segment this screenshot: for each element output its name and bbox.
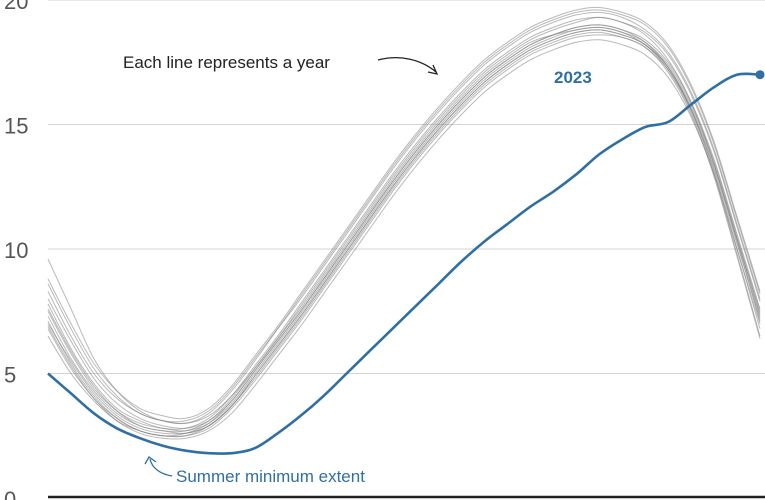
year-line-12 — [47, 6, 761, 420]
summer-minimum-arrowhead — [144, 456, 157, 465]
year-line-11 — [47, 34, 761, 438]
summer-minimum-arrow — [149, 458, 173, 477]
year-line-13 — [47, 24, 761, 437]
y-tick-label-10: 10 — [4, 238, 28, 263]
line-2023-endpoint — [755, 70, 765, 80]
y-tick-label-20: 20 — [4, 0, 28, 14]
year-line-14 — [47, 29, 761, 434]
y-axis-tick-labels: 0 5 10 15 20 — [4, 0, 28, 500]
each-line-arrowhead — [427, 64, 439, 75]
each-line-annotation: Each line represents a year — [123, 53, 330, 72]
y-tick-label-15: 15 — [4, 114, 28, 139]
summer-minimum-annotation: Summer minimum extent — [176, 467, 365, 486]
year-line-7 — [47, 26, 761, 433]
y-tick-label-5: 5 — [4, 363, 16, 388]
year-line-8 — [47, 11, 761, 423]
year-line-6 — [47, 24, 761, 429]
year-line-1 — [47, 26, 761, 432]
annotations: Each line represents a year 2023 Summer … — [123, 53, 592, 486]
gridlines — [48, 0, 765, 374]
year-line-10 — [47, 16, 761, 430]
series-label-2023: 2023 — [554, 68, 592, 87]
highlight-2023-group — [47, 70, 765, 455]
year-line-4 — [47, 16, 761, 425]
line-2023 — [47, 72, 761, 455]
year-line-3 — [47, 39, 761, 440]
each-line-arrow — [377, 57, 437, 73]
y-tick-label-0: 0 — [4, 487, 16, 500]
year-line-9 — [47, 31, 761, 438]
yearly-lines — [47, 6, 761, 440]
